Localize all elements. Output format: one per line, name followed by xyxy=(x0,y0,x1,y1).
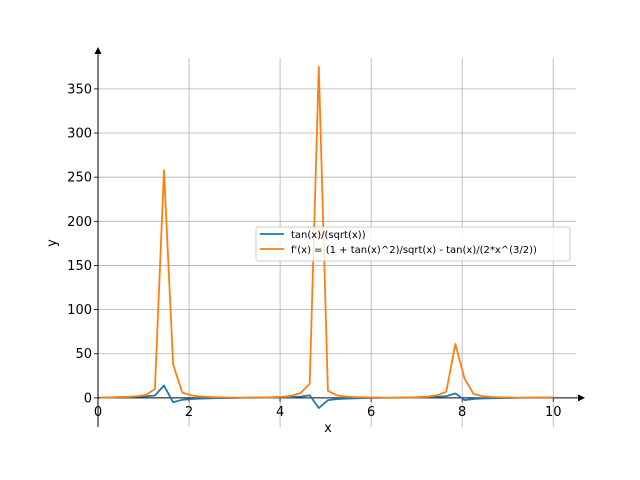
x-tick-label: 4 xyxy=(276,405,284,420)
y-tick-label: 50 xyxy=(75,347,92,362)
legend-label-2: f'(x) = (1 + tan(x)^2)/sqrt(x) - tan(x)/… xyxy=(291,245,537,256)
series-lines xyxy=(100,65,554,409)
y-tick-label: 0 xyxy=(84,391,92,406)
x-tick-label: 6 xyxy=(367,405,375,420)
y-tick-label: 250 xyxy=(67,171,92,186)
y-tick-label: 150 xyxy=(67,259,92,274)
x-axis-arrow xyxy=(578,394,585,402)
series-line-2 xyxy=(100,65,554,399)
legend-frame xyxy=(255,226,571,262)
y-axis-label: y xyxy=(45,239,60,247)
legend-label-1: tan(x)/(sqrt(x)) xyxy=(291,230,366,241)
x-tick-label: 0 xyxy=(94,405,102,420)
y-axis-arrow xyxy=(94,47,102,54)
series-line-1 xyxy=(100,384,554,409)
legend: tan(x)/(sqrt(x)) f'(x) = (1 + tan(x)^2)/… xyxy=(255,226,571,262)
y-tick-label: 200 xyxy=(67,215,92,230)
y-tick-label: 300 xyxy=(67,127,92,142)
y-tick-label: 350 xyxy=(67,82,92,97)
y-tick-label: 100 xyxy=(67,303,92,318)
x-axis-label: x xyxy=(324,421,332,436)
x-tick-label: 8 xyxy=(458,405,466,420)
x-tick-label: 10 xyxy=(545,405,562,420)
x-tick-label: 2 xyxy=(185,405,193,420)
